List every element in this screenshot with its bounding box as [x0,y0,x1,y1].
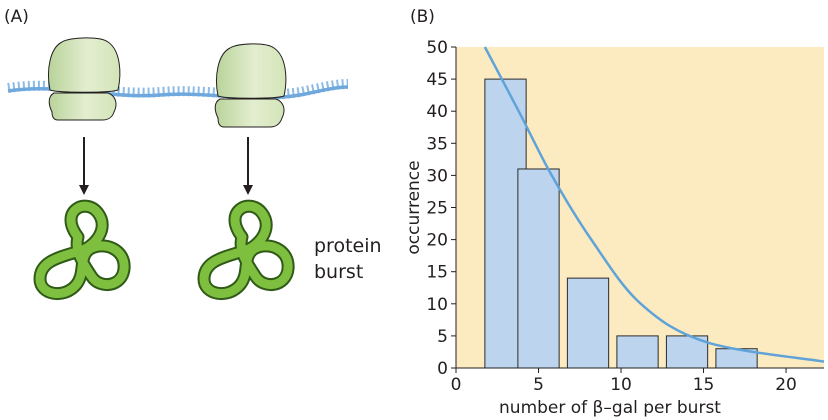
x-tick-label: 20 [775,375,797,395]
protein-icon [33,199,131,300]
x-tick-label: 0 [451,375,462,395]
bar-2 [517,168,560,369]
y-tick-label: 15 [426,263,448,283]
ribosome-icon [48,37,121,121]
y-tick-label: 0 [437,359,448,379]
x-axis-title: number of β–gal per burst [499,398,721,418]
x-tick-label: 5 [533,375,544,395]
histogram-chart: 0 5 10 15 20 25 30 35 40 45 50 0 5 10 15 20 number of β–… [404,38,825,418]
y-tick-label: 5 [437,327,448,347]
y-tick-label: 25 [426,199,448,219]
protein-burst-label-line1: protein [314,235,382,257]
x-tick-label: 15 [693,375,715,395]
ribosome-icon [214,43,287,128]
y-tick-label: 20 [426,231,448,251]
y-tick-label: 10 [426,295,448,315]
bar-4 [616,335,659,369]
y-axis-title: occurrence [404,160,424,254]
y-tick-label: 30 [426,166,448,186]
y-tick-label: 45 [426,70,448,90]
panel-a: (A) protein burst [4,7,382,300]
y-tick-label: 50 [426,38,448,58]
bar-3 [566,277,610,369]
y-tick-label: 40 [426,102,448,122]
fit-curve [483,46,825,363]
y-tick-label: 35 [426,134,448,154]
panel-a-label: (A) [4,7,29,27]
panel-b-label: (B) [410,7,435,27]
x-tick-label: 10 [610,375,632,395]
protein-burst-label-line2: burst [314,261,363,283]
panel-b: (B) 0 5 10 15 20 25 30 35 40 45 50 0 5 10 15 20 number o… [404,7,825,418]
protein-icon [197,199,295,300]
